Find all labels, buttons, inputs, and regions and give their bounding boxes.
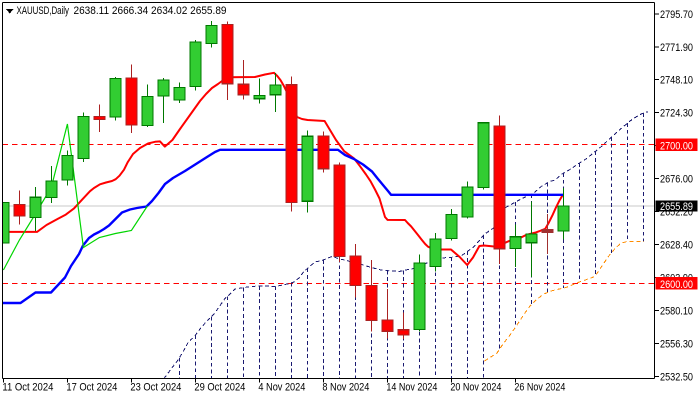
svg-text:23 Oct 2024: 23 Oct 2024 xyxy=(130,382,181,394)
svg-text:2771.90: 2771.90 xyxy=(660,42,693,54)
svg-text:2748.10: 2748.10 xyxy=(660,75,693,87)
svg-text:2700.00: 2700.00 xyxy=(660,140,693,152)
svg-text:2532.50: 2532.50 xyxy=(660,372,693,384)
svg-text:2795.70: 2795.70 xyxy=(660,9,693,21)
svg-text:26 Nov 2024: 26 Nov 2024 xyxy=(514,382,565,394)
svg-text:2600.00: 2600.00 xyxy=(660,279,693,291)
svg-text:2676.00: 2676.00 xyxy=(660,174,693,186)
svg-text:2580.10: 2580.10 xyxy=(660,306,693,318)
svg-text:8 Nov 2024: 8 Nov 2024 xyxy=(322,382,369,394)
svg-text:14 Nov 2024: 14 Nov 2024 xyxy=(386,382,437,394)
svg-text:20 Nov 2024: 20 Nov 2024 xyxy=(450,382,501,394)
svg-text:2638.11 2666.34 2634.02 2655.8: 2638.11 2666.34 2634.02 2655.89 xyxy=(74,5,227,17)
svg-text:4 Nov 2024: 4 Nov 2024 xyxy=(258,382,305,394)
svg-text:2724.30: 2724.30 xyxy=(660,108,693,120)
svg-text:XAUUSD,Daily: XAUUSD,Daily xyxy=(17,5,70,17)
svg-text:17 Oct 2024: 17 Oct 2024 xyxy=(66,382,117,394)
svg-text:2628.40: 2628.40 xyxy=(660,240,693,252)
svg-text:2556.30: 2556.30 xyxy=(660,339,693,351)
svg-text:11 Oct 2024: 11 Oct 2024 xyxy=(2,382,53,394)
svg-text:29 Oct 2024: 29 Oct 2024 xyxy=(194,382,245,394)
svg-text:2655.89: 2655.89 xyxy=(660,201,693,213)
